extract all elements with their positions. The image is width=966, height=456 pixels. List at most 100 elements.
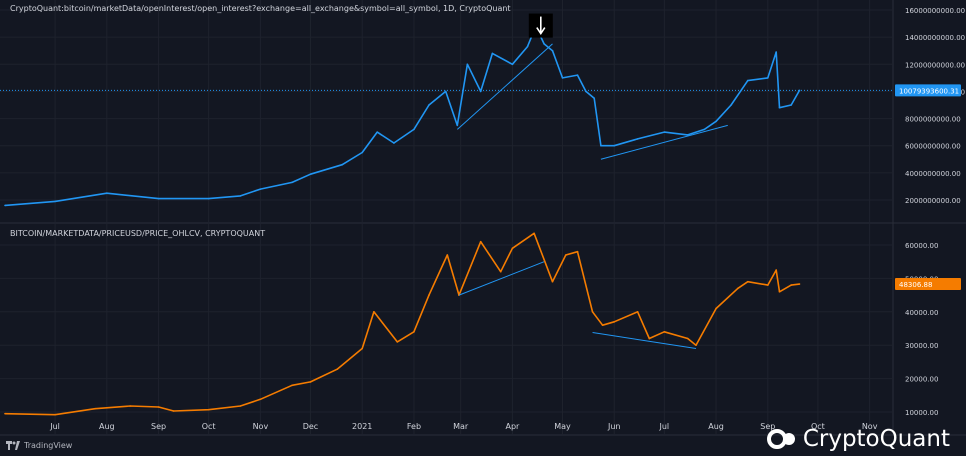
open-interest-data-point	[4, 204, 6, 207]
y-tick-label: 8000000000.00	[905, 116, 961, 124]
price-data-point	[511, 247, 514, 250]
open-interest-trendline	[457, 43, 553, 130]
x-tick-label: Apr	[506, 422, 521, 431]
y-tick-label: 40000.00	[905, 309, 938, 317]
price-data-point	[778, 290, 781, 293]
price-data-point	[551, 280, 554, 283]
price-data-point	[798, 283, 801, 285]
open-interest-data-point	[613, 144, 616, 147]
y-tick-label: 10000.00	[905, 409, 938, 417]
open-interest-data-point	[239, 195, 242, 197]
price-data-point	[663, 331, 666, 333]
price-last-value-label: 48306.88	[899, 281, 932, 289]
y-tick-label: 20000.00	[905, 376, 938, 384]
open-interest-data-point	[798, 89, 801, 92]
price-data-point	[533, 232, 535, 235]
price-data-point	[613, 321, 616, 323]
x-tick-label: Jul	[49, 422, 60, 431]
open-interest-trendline	[600, 124, 728, 160]
x-tick-label: Aug	[708, 422, 724, 431]
price-data-point	[479, 240, 482, 243]
open-interest-data-point	[207, 197, 210, 200]
price-data-point	[361, 347, 364, 350]
cryptoquant-logo-icon	[766, 429, 795, 449]
x-tick-label: Mar	[453, 422, 469, 431]
y-tick-label: 30000.00	[905, 342, 938, 350]
open-interest-data-point	[511, 63, 514, 66]
price-data-point	[336, 368, 338, 371]
open-interest-series-line	[4, 25, 801, 207]
open-interest-data-point	[790, 104, 792, 106]
y-tick-label: 16000000000.00	[905, 7, 965, 15]
price-pane-title: BITCOIN/MARKETDATA/PRICEUSD/PRICE_OHLCV,…	[10, 229, 266, 238]
price-data-point	[686, 337, 689, 340]
price-data-point	[591, 311, 594, 313]
open-interest-data-point	[456, 124, 459, 127]
x-tick-label: 2021	[352, 422, 372, 431]
open-interest-data-point	[376, 131, 379, 133]
open-interest-data-point	[341, 163, 343, 166]
x-tick-label: May	[554, 422, 571, 431]
price-data-point	[648, 337, 651, 340]
x-tick-label: Oct	[202, 422, 216, 431]
price-trendline	[592, 332, 697, 350]
open-interest-data-point	[259, 188, 262, 190]
open-interest-data-point	[551, 49, 554, 52]
open-interest-data-point	[466, 63, 469, 66]
open-interest-data-point	[767, 77, 769, 79]
price-last-value-tag	[895, 278, 961, 291]
cryptoquant-watermark: CryptoQuant	[766, 426, 950, 452]
x-tick-label: Nov	[253, 422, 269, 431]
x-tick-label: Jun	[607, 422, 621, 431]
x-tick-label: Nov	[862, 422, 878, 431]
open-interest-data-point	[291, 181, 293, 184]
open-interest-data-point	[393, 142, 395, 144]
price-data-point	[54, 413, 56, 416]
price-data-point	[291, 384, 293, 387]
x-tick-label: Sep	[760, 422, 775, 431]
price-data-point	[207, 408, 210, 411]
open-interest-last-value-tag	[895, 84, 961, 97]
x-tick-label: Jul	[658, 422, 669, 431]
price-data-point	[790, 284, 792, 286]
open-interest-data-point	[775, 51, 777, 53]
price-data-point	[94, 407, 96, 410]
price-data-point	[715, 307, 717, 310]
open-interest-data-point	[444, 90, 447, 93]
open-interest-data-point	[361, 151, 364, 154]
open-interest-data-point	[686, 134, 689, 136]
open-interest-data-point	[778, 106, 781, 109]
open-interest-data-point	[157, 197, 160, 200]
open-interest-data-point	[543, 43, 545, 45]
x-tick-label: Oct	[811, 422, 825, 431]
open-interest-data-point	[479, 90, 482, 93]
x-tick-label: Sep	[151, 422, 166, 431]
price-data-point	[413, 331, 415, 333]
open-interest-data-point	[428, 104, 430, 106]
x-tick-label: Feb	[407, 422, 421, 431]
arrow-down-icon-head	[536, 27, 546, 36]
price-data-point	[396, 341, 399, 343]
tradingview-logo[interactable]: TradingView	[6, 441, 72, 450]
price-data-point	[172, 410, 175, 412]
open-interest-data-point	[309, 173, 312, 176]
open-interest-data-point	[593, 97, 596, 100]
price-data-point	[446, 254, 449, 256]
open-interest-data-point	[561, 77, 564, 79]
price-data-point	[736, 287, 739, 290]
price-data-point	[309, 381, 312, 383]
y-tick-label: 60000.00	[905, 242, 938, 250]
price-data-point	[428, 294, 430, 296]
open-interest-data-point	[715, 120, 717, 123]
price-data-point	[565, 254, 567, 256]
y-tick-label: 12000000000.00	[905, 61, 965, 69]
price-data-point	[4, 412, 6, 415]
y-tick-label: 6000000000.00	[905, 143, 961, 151]
y-tick-label: 4000000000.00	[905, 170, 961, 178]
y-tick-label: 2000000000.00	[905, 197, 961, 205]
open-interest-data-point	[663, 131, 666, 133]
price-data-point	[636, 311, 639, 313]
price-data-point	[601, 324, 604, 326]
open-interest-data-point	[526, 45, 529, 48]
